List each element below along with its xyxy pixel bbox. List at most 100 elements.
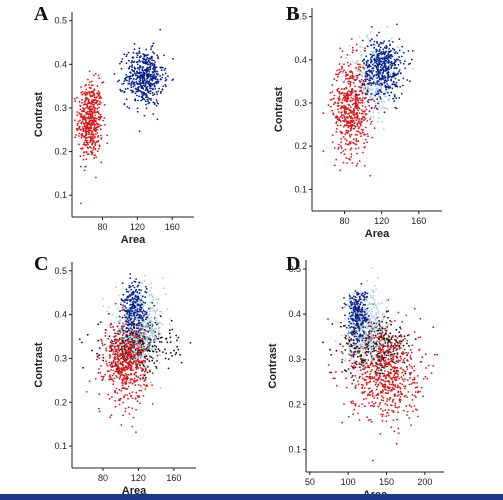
data-point [334,320,337,323]
data-point [118,338,121,341]
data-point [149,321,151,324]
data-point [150,286,153,289]
data-point [89,129,92,132]
data-point [112,342,115,345]
data-point [154,328,157,330]
data-point [141,343,144,346]
data-point [358,127,360,130]
data-point [336,69,338,72]
data-point [129,351,132,354]
data-point [139,329,141,331]
data-point [336,75,339,78]
data-point [402,62,405,65]
data-point [148,369,151,372]
data-point [404,67,407,70]
data-point [376,55,379,58]
data-point [154,311,157,313]
data-point [362,131,364,134]
data-point [385,45,388,47]
data-point [390,365,393,368]
data-point [92,120,95,122]
data-point [114,361,117,364]
data-point [348,143,350,145]
data-point [382,77,385,80]
data-point [371,267,374,269]
data-point [341,78,343,81]
data-point [367,70,370,72]
data-point [132,284,135,287]
data-point [357,147,360,149]
data-point [385,329,387,332]
data-point [140,303,143,306]
data-point [115,286,117,289]
data-point [383,340,385,343]
data-point [136,298,139,300]
data-point [371,56,373,58]
data-point [376,316,379,319]
data-point [374,52,377,55]
data-point [119,354,121,357]
data-point [363,110,366,113]
data-point [385,308,388,311]
data-point [359,338,361,340]
data-point [383,106,386,109]
data-point [152,76,155,79]
data-point [130,288,133,291]
data-point [366,90,369,93]
data-point [138,81,141,83]
data-point [118,329,121,332]
data-point [364,49,366,52]
data-point [364,47,366,50]
data-point [356,152,358,155]
data-point [361,101,363,103]
data-point [374,104,377,107]
data-point [354,62,357,65]
data-point [120,363,123,366]
data-point [338,97,341,100]
data-point [396,352,399,355]
data-point [409,80,411,83]
data-point [365,96,367,99]
data-point [118,388,121,391]
panel-letter: A [34,3,49,25]
data-point [393,361,395,364]
data-point [126,376,129,379]
data-point [138,360,141,362]
data-point [136,379,139,382]
data-point [387,74,389,77]
data-point [94,109,96,111]
data-point [150,48,153,50]
data-point [347,330,350,333]
data-point [346,132,349,134]
data-point [369,350,372,353]
data-point [120,67,123,70]
data-point [131,407,134,410]
data-point [162,351,164,353]
data-point [333,147,336,149]
data-point [364,138,367,141]
data-point [141,60,144,63]
data-point [137,358,139,361]
data-point [358,160,361,163]
data-point [133,318,136,321]
data-point [337,146,340,149]
data-point [355,101,358,104]
data-point [151,59,154,62]
data-point [155,70,158,73]
data-point [161,89,164,91]
data-point [140,332,143,335]
data-point [121,306,124,309]
data-point [164,357,167,360]
data-point [398,56,401,58]
data-point [145,107,148,109]
data-point [417,336,420,339]
data-point [400,55,403,58]
data-point [388,322,391,325]
data-point [379,97,382,100]
data-point [77,135,80,137]
data-point [357,74,360,77]
data-point [133,286,136,289]
data-point [154,333,157,336]
data-point [144,368,147,371]
data-point [335,349,338,352]
